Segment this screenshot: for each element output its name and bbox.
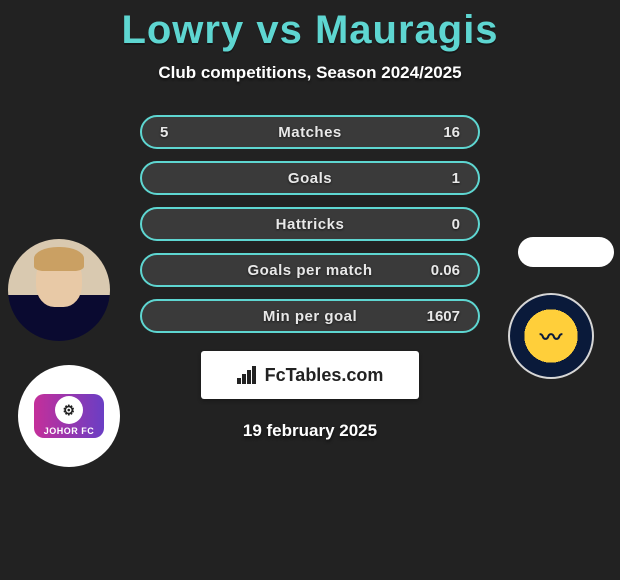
brand-logo[interactable]: FcTables.com [201,351,419,399]
stat-label: Hattricks [210,216,410,233]
stat-label: Goals [210,170,410,187]
club-right-logo-icon: 〰 [524,309,578,363]
stat-row: Goals per match0.06 [140,253,480,287]
stat-row: 5Matches16 [140,115,480,149]
club-left-logo: ⚙ JOHOR FC [34,394,104,438]
stat-right-value: 0.06 [410,262,460,279]
stat-right-value: 0 [410,216,460,233]
stat-label: Goals per match [210,262,410,279]
stat-row: Goals1 [140,161,480,195]
stat-row: Min per goal1607 [140,299,480,333]
stat-right-value: 1 [410,170,460,187]
club-left-emblem-icon: ⚙ [55,396,83,424]
stat-row: Hattricks0 [140,207,480,241]
chart-icon [237,366,259,384]
stat-right-value: 16 [410,124,460,141]
page-title: Lowry vs Mauragis [0,0,620,53]
player-right-avatar [518,237,614,267]
brand-text: FcTables.com [265,365,384,386]
stat-label: Matches [210,124,410,141]
player-left-avatar [8,239,110,341]
stat-label: Min per goal [210,308,410,325]
stat-right-value: 1607 [410,308,460,325]
club-right-avatar: 〰 [508,293,594,379]
stats-container: ⚙ JOHOR FC 〰 5Matches16Goals1Hattricks0G… [0,115,620,333]
club-left-name: JOHOR FC [44,426,95,436]
stat-left-value: 5 [160,124,210,141]
subtitle: Club competitions, Season 2024/2025 [0,63,620,83]
club-left-avatar: ⚙ JOHOR FC [18,365,120,467]
